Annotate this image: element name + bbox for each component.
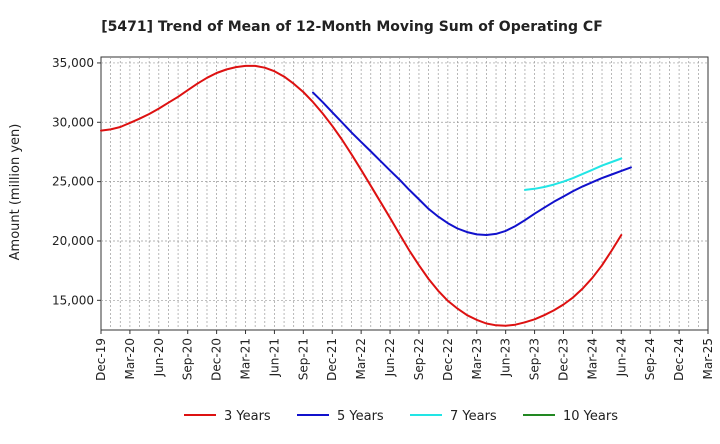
x-tick-label: Sep-24 bbox=[643, 338, 657, 380]
y-tick-label: 15,000 bbox=[52, 293, 94, 307]
series-lines bbox=[100, 64, 632, 327]
x-tick-label: Jun-22 bbox=[383, 338, 397, 377]
x-tick-label: Mar-25 bbox=[701, 338, 715, 379]
y-axis: 15,000 20,000 25,000 30,000 35,000 bbox=[52, 56, 101, 307]
x-tick-label: Mar-24 bbox=[585, 338, 599, 379]
plot-border bbox=[100, 56, 709, 331]
x-tick-label: Dec-22 bbox=[441, 338, 455, 381]
grid-lines bbox=[101, 57, 708, 330]
y-axis-label: Amount (million yen) bbox=[8, 124, 23, 261]
legend-label: 3 Years bbox=[224, 409, 271, 424]
y-tick-label: 35,000 bbox=[52, 56, 94, 70]
y-tick-label: 20,000 bbox=[52, 234, 94, 248]
x-tick-label: Dec-19 bbox=[94, 338, 108, 381]
x-tick-label: Mar-22 bbox=[354, 338, 368, 379]
series-line-5-years bbox=[312, 91, 632, 236]
x-tick-label: Sep-20 bbox=[181, 338, 195, 380]
x-tick-label: Dec-24 bbox=[672, 338, 686, 381]
x-axis: Dec-19 Mar-20 Jun-20 Sep-20 Dec-20 Mar-21 Jun-… bbox=[94, 330, 715, 381]
x-tick-label: Jun-24 bbox=[614, 338, 628, 377]
x-tick-label: Sep-23 bbox=[528, 338, 542, 380]
chart-title: [5471] Trend of Mean of 12-Month Moving … bbox=[101, 19, 603, 35]
x-tick-label: Jun-21 bbox=[267, 338, 281, 377]
series-line-3-years bbox=[100, 64, 623, 327]
legend-label: 5 Years bbox=[337, 409, 384, 424]
y-tick-label: 30,000 bbox=[52, 115, 94, 129]
legend: 3 Years 5 Years 7 Years 10 Years bbox=[184, 409, 618, 424]
x-tick-label: Dec-21 bbox=[325, 338, 339, 381]
x-tick-label: Jun-20 bbox=[152, 338, 166, 377]
x-tick-label: Mar-21 bbox=[239, 338, 253, 379]
legend-label: 7 Years bbox=[450, 409, 497, 424]
series-line-7-years bbox=[523, 157, 623, 191]
legend-label: 10 Years bbox=[563, 409, 618, 424]
x-tick-label: Mar-23 bbox=[470, 338, 484, 379]
x-tick-label: Sep-21 bbox=[296, 338, 310, 380]
x-tick-label: Jun-23 bbox=[499, 338, 513, 377]
x-tick-label: Dec-20 bbox=[210, 338, 224, 381]
x-tick-label: Dec-23 bbox=[556, 338, 570, 381]
x-tick-label: Mar-20 bbox=[123, 338, 137, 379]
x-tick-label: Sep-22 bbox=[412, 338, 426, 380]
y-tick-label: 25,000 bbox=[52, 175, 94, 189]
plot-area bbox=[100, 56, 709, 331]
